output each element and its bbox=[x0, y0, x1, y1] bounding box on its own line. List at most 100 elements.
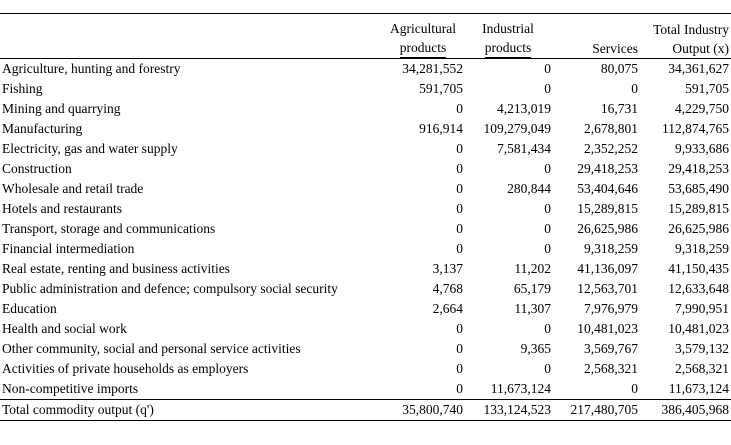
cell-industrial: 9,365 bbox=[520, 341, 551, 356]
cell-services: 12,563,701 bbox=[577, 281, 638, 296]
cell-total: 53,685,490 bbox=[668, 181, 729, 196]
table-row: Agriculture, hunting and forestry 34,281… bbox=[0, 58, 731, 79]
row-label: Activities of private households as empl… bbox=[2, 361, 249, 376]
row-label: Transport, storage and communications bbox=[2, 221, 216, 236]
cell-services: 2,352,252 bbox=[584, 141, 638, 156]
header-agricultural-line2: products bbox=[399, 39, 447, 58]
cell-total: 9,318,259 bbox=[675, 241, 729, 256]
table-row: Education 2,664 11,307 7,976,979 7,990,9… bbox=[0, 299, 731, 319]
cell-services: 26,625,986 bbox=[577, 221, 638, 236]
cell-services: 41,136,097 bbox=[577, 261, 638, 276]
cell-industrial: 0 bbox=[465, 58, 553, 79]
header-services-line: Services bbox=[592, 41, 638, 56]
table-row: Fishing 591,705 0 0 591,705 bbox=[0, 79, 731, 99]
cell-total: 29,418,253 bbox=[668, 161, 729, 176]
cell-total: 26,625,986 bbox=[668, 221, 729, 236]
row-label: Hotels and restaurants bbox=[2, 201, 122, 216]
cell-industrial: 0 bbox=[544, 161, 551, 176]
cell-industrial: 0 bbox=[544, 241, 551, 256]
cell-industrial: 65,179 bbox=[513, 281, 551, 296]
cell-total: 34,361,627 bbox=[640, 58, 731, 79]
cell-services: 80,075 bbox=[553, 58, 640, 79]
cell-total: 591,705 bbox=[685, 81, 729, 96]
row-label: Electricity, gas and water supply bbox=[2, 141, 178, 156]
row-label: Agriculture, hunting and forestry bbox=[0, 58, 383, 79]
table-row: Activities of private households as empl… bbox=[0, 359, 731, 379]
cell-industrial: 0 bbox=[544, 221, 551, 236]
header-total-industry-output: Total Industry Output (x) bbox=[640, 14, 731, 59]
table-row: Real estate, renting and business activi… bbox=[0, 259, 731, 279]
table-body: Agriculture, hunting and forestry 34,281… bbox=[0, 58, 731, 421]
table-row: Other community, social and personal ser… bbox=[0, 339, 731, 359]
cell-agricultural: 0 bbox=[456, 321, 463, 336]
header-agricultural-products: Agricultural products bbox=[383, 14, 465, 59]
cell-industrial: 0 bbox=[544, 81, 551, 96]
cell-services: 10,481,023 bbox=[577, 321, 638, 336]
row-label: Mining and quarrying bbox=[2, 101, 121, 116]
cell-industrial: 11,307 bbox=[514, 301, 551, 316]
total-agricultural: 35,800,740 bbox=[383, 399, 465, 421]
row-label: Manufacturing bbox=[2, 121, 83, 136]
table-top-rule bbox=[0, 13, 731, 14]
cell-services: 16,731 bbox=[600, 101, 638, 116]
cell-services: 53,404,646 bbox=[577, 181, 638, 196]
header-blank bbox=[0, 14, 383, 59]
header-services: Services bbox=[553, 14, 640, 59]
table-row: Wholesale and retail trade 0 280,844 53,… bbox=[0, 179, 731, 199]
cell-agricultural: 591,705 bbox=[419, 81, 463, 96]
cell-total: 11,673,124 bbox=[668, 381, 729, 396]
total-row: Total commodity output (q') 35,800,740 1… bbox=[0, 399, 731, 421]
cell-industrial: 7,581,434 bbox=[497, 141, 551, 156]
row-label: Other community, social and personal ser… bbox=[2, 341, 301, 356]
cell-agricultural: 0 bbox=[456, 241, 463, 256]
cell-total: 41,150,435 bbox=[668, 261, 729, 276]
cell-agricultural: 3,137 bbox=[432, 261, 463, 276]
cell-total: 7,990,951 bbox=[675, 301, 729, 316]
cell-total: 15,289,815 bbox=[668, 201, 729, 216]
table-row: Manufacturing 916,914 109,279,049 2,678,… bbox=[0, 119, 731, 139]
row-label: Fishing bbox=[2, 81, 43, 96]
commodity-output-table: Agricultural products Industrial product… bbox=[0, 13, 731, 421]
table-row: Mining and quarrying 0 4,213,019 16,731 … bbox=[0, 99, 731, 119]
cell-services: 29,418,253 bbox=[577, 161, 638, 176]
cell-services: 9,318,259 bbox=[584, 241, 638, 256]
total-services: 217,480,705 bbox=[553, 399, 640, 421]
header-agricultural-line1: Agricultural bbox=[390, 21, 456, 36]
header-row: Agricultural products Industrial product… bbox=[0, 14, 731, 59]
header-industrial-line2: products bbox=[484, 39, 532, 58]
cell-industrial: 4,213,019 bbox=[497, 101, 551, 116]
cell-services: 7,976,979 bbox=[584, 301, 638, 316]
header-industrial-products: Industrial products bbox=[465, 14, 553, 59]
cell-agricultural: 34,281,552 bbox=[383, 58, 465, 79]
cell-agricultural: 4,768 bbox=[432, 281, 463, 296]
total-output: 386,405,968 bbox=[640, 399, 731, 421]
row-label: Health and social work bbox=[2, 321, 127, 336]
cell-total: 3,579,132 bbox=[675, 341, 729, 356]
cell-services: 15,289,815 bbox=[577, 201, 638, 216]
cell-industrial: 11,673,124 bbox=[490, 381, 551, 396]
cell-services: 2,678,801 bbox=[584, 121, 638, 136]
table-row: Non-competitive imports 0 11,673,124 0 1… bbox=[0, 379, 731, 400]
row-label: Real estate, renting and business activi… bbox=[2, 261, 230, 276]
cell-agricultural: 0 bbox=[456, 201, 463, 216]
table-row: Construction 0 0 29,418,253 29,418,253 bbox=[0, 159, 731, 179]
cell-agricultural: 0 bbox=[456, 361, 463, 376]
cell-services: 0 bbox=[631, 81, 638, 96]
row-label: Non-competitive imports bbox=[2, 381, 139, 396]
cell-agricultural: 0 bbox=[456, 221, 463, 236]
cell-agricultural: 0 bbox=[456, 141, 463, 156]
table-row: Electricity, gas and water supply 0 7,58… bbox=[0, 139, 731, 159]
row-label: Financial intermediation bbox=[2, 241, 135, 256]
total-industrial: 133,124,523 bbox=[465, 399, 553, 421]
cell-agricultural: 0 bbox=[456, 101, 463, 116]
cell-agricultural: 2,664 bbox=[432, 301, 463, 316]
row-label: Public administration and defence; compu… bbox=[2, 281, 338, 296]
table-row: Public administration and defence; compu… bbox=[0, 279, 731, 299]
cell-total: 10,481,023 bbox=[668, 321, 729, 336]
header-total-line2: Output (x) bbox=[672, 41, 729, 56]
table-row: Health and social work 0 0 10,481,023 10… bbox=[0, 319, 731, 339]
row-label: Construction bbox=[2, 161, 72, 176]
cell-total: 112,874,765 bbox=[662, 121, 729, 136]
cell-total: 4,229,750 bbox=[675, 101, 729, 116]
row-label: Wholesale and retail trade bbox=[2, 181, 144, 196]
